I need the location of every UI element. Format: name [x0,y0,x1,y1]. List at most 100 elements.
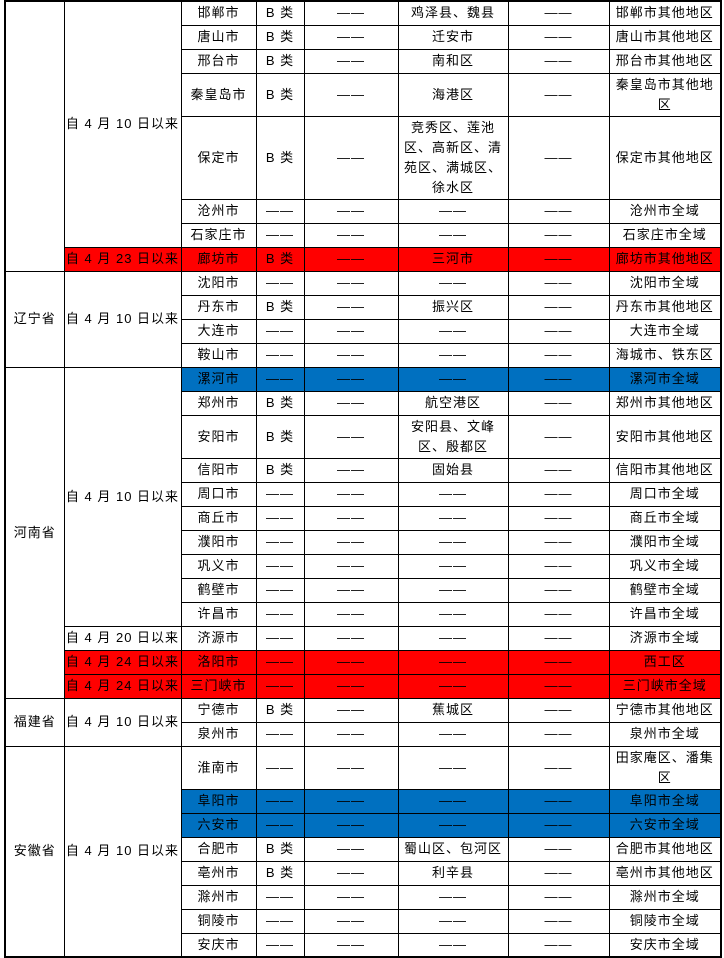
cell-region: 保定市其他地区 [608,115,722,200]
cell-city: 沈阳市 [180,270,257,296]
cell-districts: 竞秀区、莲池区、高新区、清苑区、满城区、徐水区 [397,115,509,200]
cell-category: —— [255,505,305,531]
cell-dash-a: —— [303,390,399,416]
cell-category: B 类 [255,414,305,459]
cell-dash-a: —— [303,697,399,723]
cell-category: B 类 [255,115,305,200]
cell-dash-a: —— [303,72,399,117]
cell-city: 安阳市 [180,414,257,459]
table-row: 安徽省自 4 月 10 日以来 淮南市 —— —— —— —— 田家庵区、潘集区 [4,745,722,958]
table-row: 信阳市 B 类 —— 固始县 —— 信阳市其他地区 [5,457,722,483]
cell-region: 石家庄市全域 [608,222,722,248]
cell-districts: 蕉城区 [397,697,509,723]
cell-region: 濮阳市全域 [608,529,722,555]
cell-region: 合肥市其他地区 [608,836,722,862]
cell-dash-a: —— [303,0,399,26]
cell-dash-b: —— [507,481,610,507]
cell-dash-a: —— [303,529,399,555]
province-cell: 安徽省 [4,745,65,958]
date-cell: 自 4 月 10 日以来 [63,366,182,627]
cell-dash-b: —— [507,908,610,934]
cell-dash-a: —— [303,788,399,814]
cell-category: B 类 [255,294,305,320]
cell-districts: —— [397,908,509,934]
cell-districts: 固始县 [397,457,509,483]
cell-region: 三门峡市全域 [608,673,722,699]
cell-dash-a: —— [303,721,399,747]
cell-city: 廊坊市 [180,246,257,272]
cell-dash-b: —— [507,697,610,723]
cell-category: B 类 [255,390,305,416]
cell-city: 石家庄市 [180,222,257,248]
cell-dash-b: —— [507,0,610,26]
cell-dash-b: —— [507,745,610,790]
date-cell: 自 4 月 10 日以来 [63,270,182,368]
cell-dash-a: —— [303,577,399,603]
table-row: 自 4 月 20 日以来 济源市 —— —— —— —— 济源市全域 [5,625,722,651]
province-cell: 河南省 [4,366,65,699]
cell-dash-b: —— [507,24,610,50]
cell-category: B 类 [255,48,305,74]
cell-city: 商丘市 [180,505,257,531]
cell-region: 邢台市其他地区 [608,48,722,74]
cell-districts: 三河市 [397,246,509,272]
cell-dash-b: —— [507,577,610,603]
cell-dash-b: —— [507,318,610,344]
cell-districts: —— [397,673,509,699]
cell-dash-b: —— [507,529,610,555]
table-row: 自 4 月 24 日以来 洛阳市 —— —— —— —— 西工区 [5,649,722,675]
cell-category: B 类 [255,697,305,723]
cell-city: 巩义市 [180,553,257,579]
cell-region: 田家庵区、潘集区 [608,745,722,790]
cell-dash-b: —— [507,390,610,416]
cell-city: 泉州市 [180,721,257,747]
cell-dash-b: —— [507,505,610,531]
cell-category: —— [255,529,305,555]
cell-city: 亳州市 [180,860,257,886]
table-row: 合肥市 B 类 —— 蜀山区、包河区 —— 合肥市其他地区 [5,836,722,862]
cell-dash-a: —— [303,932,399,958]
table-row: 保定市 B 类 —— 竞秀区、莲池区、高新区、清苑区、满城区、徐水区 —— 保定市其他地区 [5,115,722,200]
cell-dash-a: —— [303,294,399,320]
cell-dash-b: —— [507,884,610,910]
cell-region: 唐山市其他地区 [608,24,722,50]
cell-districts: —— [397,812,509,838]
cell-dash-a: —— [303,481,399,507]
date-cell: 自 4 月 20 日以来 [63,625,182,651]
table-row: 安阳市 B 类 —— 安阳县、文峰区、殷都区 —— 安阳市其他地区 [5,414,722,459]
cell-dash-a: —— [303,222,399,248]
cell-region: 滁州市全域 [608,884,722,910]
table-row: 自 4 月 23 日以来 廊坊市 B 类 —— 三河市 —— 廊坊市其他地区 [5,246,722,272]
cell-districts: —— [397,481,509,507]
table-row: 亳州市 B 类 —— 利辛县 —— 亳州市其他地区 [5,860,722,886]
cell-dash-b: —— [507,414,610,459]
cell-city: 合肥市 [180,836,257,862]
cell-city: 许昌市 [180,601,257,627]
cell-dash-b: —— [507,115,610,200]
cell-districts: 南和区 [397,48,509,74]
cell-dash-a: —— [303,812,399,838]
cell-region: 鹤壁市全域 [608,577,722,603]
date-cell: 自 4 月 10 日以来 [63,0,182,248]
cell-dash-b: —— [507,836,610,862]
cell-category: —— [255,198,305,224]
cell-region: 周口市全域 [608,481,722,507]
table-row: 自 4 月 24 日以来 三门峡市 —— —— —— —— 三门峡市全域 [5,673,722,699]
cell-region: 郑州市其他地区 [608,390,722,416]
cell-districts: —— [397,788,509,814]
cell-dash-b: —— [507,625,610,651]
cell-districts: —— [397,745,509,790]
cell-districts: —— [397,649,509,675]
cell-region: 西工区 [608,649,722,675]
cell-dash-a: —— [303,342,399,368]
cell-region: 海城市、铁东区 [608,342,722,368]
cell-dash-b: —— [507,457,610,483]
cell-dash-b: —— [507,812,610,838]
cell-region: 济源市全域 [608,625,722,651]
cell-region: 许昌市全域 [608,601,722,627]
cell-category: —— [255,745,305,790]
cell-region: 铜陵市全域 [608,908,722,934]
cell-city: 铜陵市 [180,908,257,934]
cell-region: 漯河市全域 [608,366,722,392]
cell-city: 沧州市 [180,198,257,224]
